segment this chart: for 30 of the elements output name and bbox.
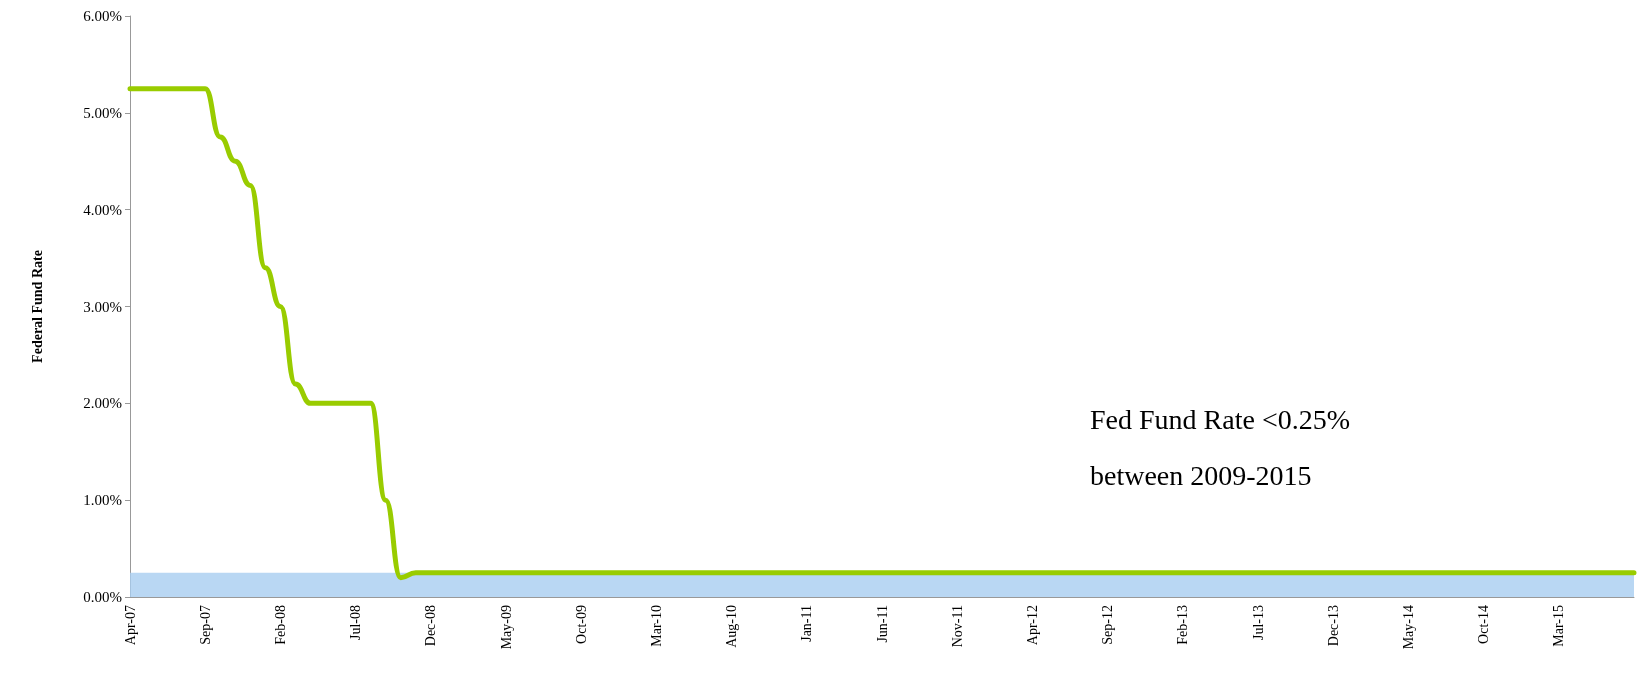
y-tick-label: 4.00% — [83, 201, 122, 218]
x-tick-label: Dec-13 — [1325, 605, 1341, 647]
x-tick-label: Dec-08 — [423, 605, 439, 647]
x-tick-label: Jul-08 — [348, 605, 364, 640]
x-tick-label: Feb-13 — [1175, 605, 1191, 645]
x-tick-label: Oct-09 — [573, 605, 589, 644]
x-tick-label: Sep-07 — [197, 605, 213, 645]
x-tick-label: Mar-10 — [648, 605, 664, 647]
y-tick-label: 5.00% — [83, 104, 122, 121]
x-tick-label: Apr-12 — [1024, 605, 1040, 646]
y-tick-label: 6.00% — [83, 8, 122, 24]
y-tick-label: 2.00% — [83, 395, 122, 412]
x-tick-label: May-09 — [498, 605, 514, 650]
x-tick-label: Oct-14 — [1476, 605, 1492, 644]
x-tick-label: Apr-07 — [122, 605, 138, 646]
x-tick-label: Jul-13 — [1250, 605, 1266, 640]
x-tick-label: Nov-11 — [949, 605, 965, 648]
x-tick-label: Mar-15 — [1551, 605, 1567, 647]
y-tick-label: 0.00% — [83, 589, 122, 605]
x-tick-label: May-14 — [1400, 605, 1416, 650]
x-tick-label: Jun-11 — [874, 605, 890, 643]
annotation: between 2009-2015 — [1090, 459, 1312, 491]
x-tick-label: Sep-12 — [1100, 605, 1116, 645]
y-tick-label: 3.00% — [83, 298, 122, 315]
y-tick-label: 1.00% — [83, 492, 122, 509]
x-tick-label: Aug-10 — [724, 605, 740, 648]
x-tick-label: Jan-11 — [799, 605, 815, 642]
annotation: Fed Fund Rate <0.25% — [1090, 403, 1350, 435]
x-tick-label: Feb-08 — [272, 605, 288, 645]
y-axis-title: Federal Fund Rate — [29, 250, 45, 363]
